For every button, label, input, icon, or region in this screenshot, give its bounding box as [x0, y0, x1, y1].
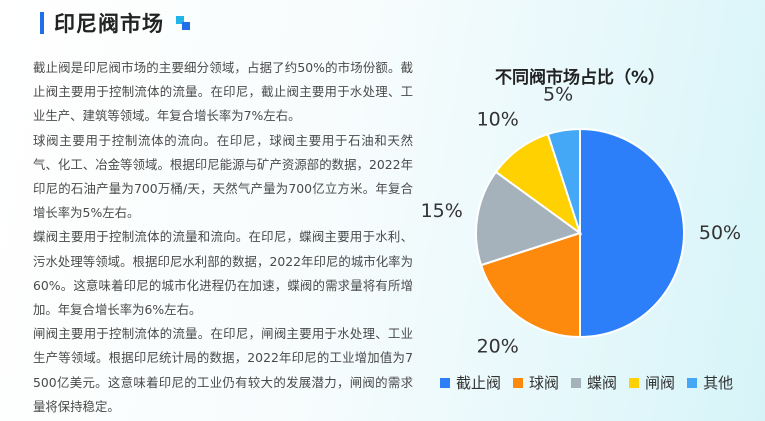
legend-swatch	[513, 377, 524, 388]
decorative-squares-icon	[176, 16, 190, 30]
pie-slice	[475, 170, 583, 267]
page-title: 印尼阀市场	[54, 12, 164, 36]
paragraph-globe-valve: 截止阀是印尼阀市场的主要细分领域，占据了约50%的市场份额。截止阀主要用于控制流…	[33, 60, 413, 124]
pie-slice	[479, 231, 581, 339]
title-bar: 印尼阀市场	[40, 10, 190, 36]
paragraph-ball-valve: 球阀主要用于控制流体的流向。在印尼，球阀主要用于石油和天然气、化工、冶金等领域。…	[33, 132, 413, 221]
body-text: 截止阀是印尼阀市场的主要细分领域，占据了约50%的市场份额。截止阀主要用于控制流…	[33, 56, 413, 419]
legend-label: 球阀	[529, 374, 560, 392]
slice-label: 20%	[477, 335, 519, 357]
legend-swatch	[687, 377, 698, 388]
slice-label: 50%	[699, 222, 741, 244]
slice-label: 10%	[477, 109, 519, 131]
legend-item: 球阀	[513, 372, 559, 393]
legend-label: 其他	[703, 374, 734, 392]
legend-item: 闸阀	[629, 372, 675, 393]
legend-item: 截止阀	[440, 372, 501, 393]
legend-label: 蝶阀	[587, 374, 618, 392]
legend-swatch	[440, 377, 450, 388]
legend-item: 其他	[687, 372, 733, 393]
chart-title: 不同阀市场占比（%）	[494, 68, 666, 88]
chart-legend: 截止阀 球阀 蝶阀 闸阀 其他	[440, 372, 733, 393]
slice-label: 15%	[421, 200, 463, 222]
legend-item: 蝶阀	[571, 372, 617, 393]
pie-slice	[579, 127, 685, 339]
title-accent-bar	[40, 12, 44, 34]
paragraph-butterfly-valve: 蝶阀主要用于控制流体的流量和流向。在印尼，蝶阀主要用于水利、污水处理等领域。根据…	[33, 229, 413, 318]
legend-label: 截止阀	[456, 374, 502, 392]
slice-label: 5%	[543, 84, 573, 106]
legend-swatch	[571, 377, 582, 388]
pie-slice	[546, 127, 581, 234]
paragraph-gate-valve: 闸阀主要用于控制流体的流量。在印尼，闸阀主要用于水处理、工业生产等领域。根据印尼…	[33, 326, 413, 414]
legend-label: 闸阀	[645, 374, 676, 392]
legend-swatch	[629, 377, 640, 388]
